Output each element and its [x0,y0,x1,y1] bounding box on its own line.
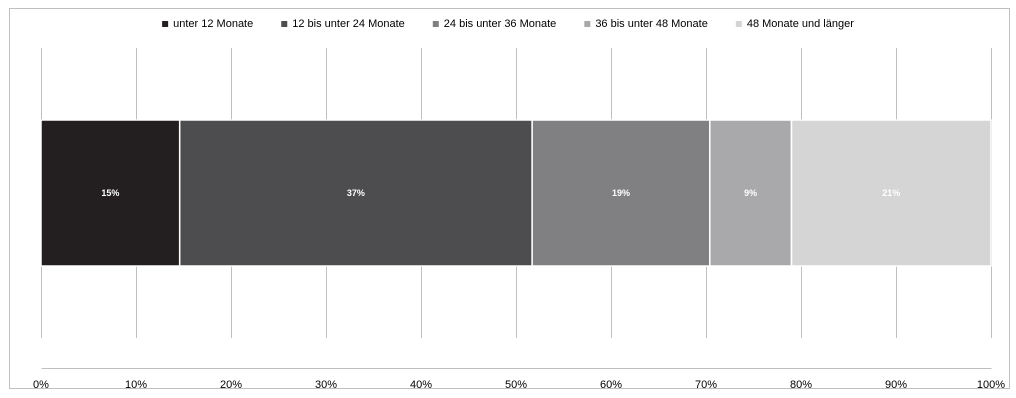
data-label: 37% [347,188,365,198]
x-tick-label: 70% [695,379,717,391]
legend-swatch [162,21,169,27]
legend-item: 36 bis unter 48 Monate [584,18,708,30]
legend-swatch [735,21,742,27]
bar-segment [790,119,992,267]
legend-label: unter 12 Monate [173,18,253,30]
bar-segment [178,119,533,267]
data-label: 15% [101,188,119,198]
legend-item: 24 bis unter 36 Monate [432,18,557,30]
legend-swatch [432,21,439,27]
x-tick-label: 80% [790,379,812,391]
x-tick-label: 100% [977,379,1005,391]
x-tick-label: 50% [505,379,527,391]
x-tick-label: 20% [220,379,242,391]
bar-segment [40,119,181,267]
legend-label: 36 bis unter 48 Monate [595,18,708,30]
x-tick-label: 60% [600,379,622,391]
chart-frame [9,8,1010,389]
x-tick-label: 90% [885,379,907,391]
legend-item: 12 bis unter 24 Monate [281,18,405,30]
data-label: 9% [744,188,757,198]
data-labels: 15% 37% 19% 9% 21% [101,188,900,198]
x-tick-label: 0% [33,379,49,391]
legend-swatch [584,21,591,27]
x-tick-label: 40% [410,379,432,391]
x-tick-label: 10% [125,379,147,391]
x-tick-label: 30% [315,379,337,391]
bar-segments [40,119,992,267]
legend-item: unter 12 Monate [162,18,253,30]
legend-label: 12 bis unter 24 Monate [292,18,405,30]
legend-item: 48 Monate und länger [735,18,854,30]
legend-swatch [281,21,288,27]
legend-label: 24 bis unter 36 Monate [444,18,557,30]
data-label: 19% [612,188,630,198]
legend-label: 48 Monate und länger [747,18,854,30]
legend: unter 12 Monate 12 bis unter 24 Monate 24 … [162,18,854,30]
x-axis-tick-labels: 0% 10% 20% 30% 40% 50% 60% 70% 80% 90% 100% [33,379,1005,391]
data-label: 21% [882,188,900,198]
